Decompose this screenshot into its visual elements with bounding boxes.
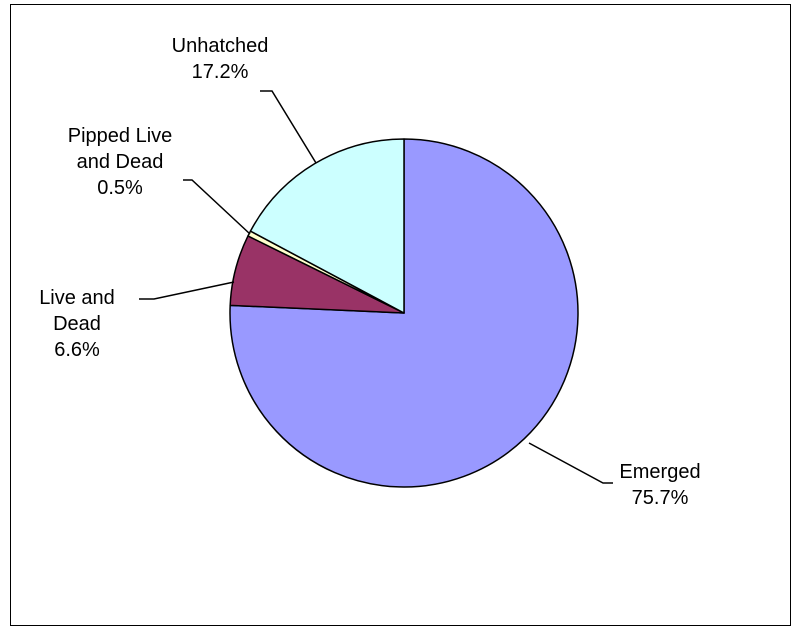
data-label-live-and-dead: Dead (53, 313, 101, 335)
leader-line-emerged (528, 442, 613, 484)
data-label-pipped-live-and-dead: and Dead (77, 151, 164, 173)
data-label-unhatched: Unhatched (172, 35, 269, 57)
data-label-value-pipped-live-and-dead: 0.5% (97, 177, 143, 199)
leader-line-unhatched (260, 90, 317, 164)
leader-line-pipped-live-and-dead (183, 179, 251, 235)
data-label-live-and-dead: Live and (39, 287, 115, 309)
data-label-value-live-and-dead: 6.6% (54, 339, 100, 361)
data-label-value-unhatched: 17.2% (192, 61, 249, 83)
pie-slice-unhatched (249, 138, 405, 314)
leader-line-live-and-dead (139, 281, 235, 300)
data-label-value-emerged: 75.7% (632, 487, 689, 509)
data-label-pipped-live-and-dead: Pipped Live (68, 125, 173, 147)
data-label-emerged: Emerged (619, 461, 700, 483)
